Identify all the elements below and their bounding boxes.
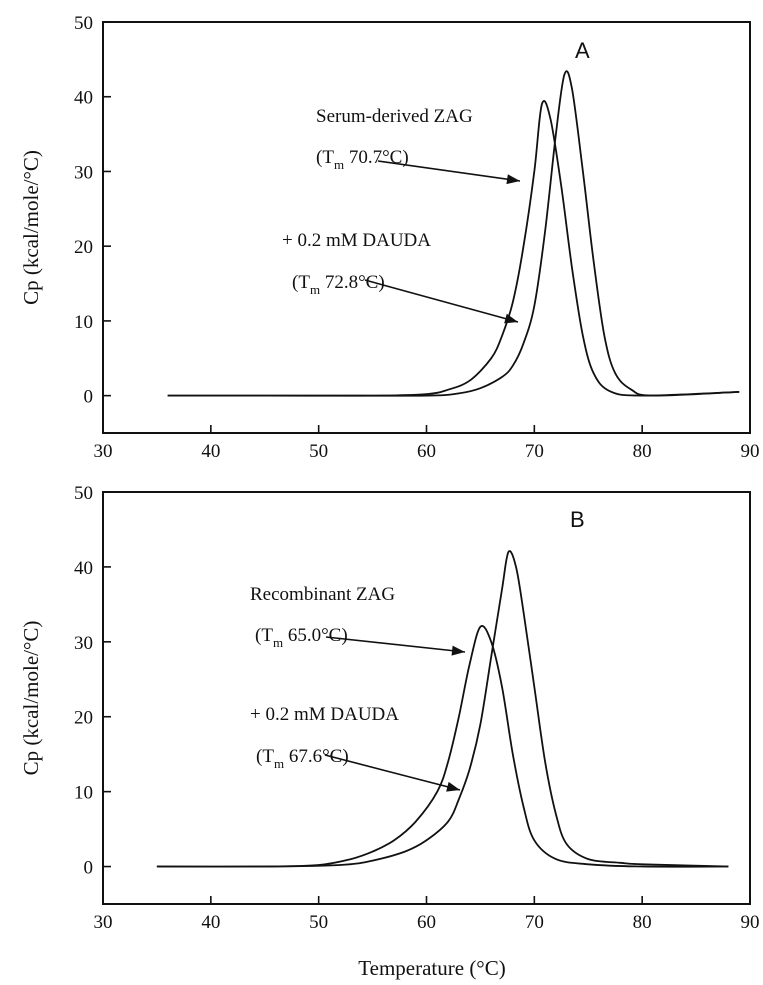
series-line-1 [156,625,729,868]
x-tick-label: 60 [417,912,436,933]
series-line-1 [167,100,740,397]
y-tick-label: 0 [84,858,94,879]
panel-letter: B [570,507,585,532]
panel-letter: A [575,38,590,63]
x-tick-label: 50 [309,912,328,933]
x-tick-label: 30 [94,441,113,462]
y-axis-label: Cp (kcal/mole/°C) [19,150,43,305]
y-tick-label: 0 [84,387,94,408]
series-tm-label-2: (Tm 72.8°C) [292,272,385,297]
series-tm-label-2: (Tm 67.6°C) [256,746,349,771]
annotation-arrow [325,636,466,653]
y-tick-label: 50 [74,483,93,504]
y-axis-label: Cp (kcal/mole/°C) [19,621,43,776]
x-tick-label: 80 [633,912,652,933]
y-tick-label: 50 [74,13,93,34]
y-tick-label: 30 [74,633,93,654]
panel-a: 30 40 50 60 70 80 90 0 10 20 30 40 50 Cp (kcal/mole/°… [19,13,760,462]
x-tick-label: 60 [417,441,436,462]
x-tick-label: 80 [633,441,652,462]
x-tick-label: 70 [525,912,544,933]
annotation-arrow [324,754,461,791]
series-tm-label-1: (Tm 65.0°C) [255,625,348,650]
annotation-arrow [364,279,519,323]
x-tick-label: 70 [525,441,544,462]
annotation-arrow [377,160,521,182]
series-line-2 [156,550,729,868]
arrow-head [506,174,520,185]
x-axis-label: Temperature (°C) [358,956,505,980]
series-label-2: + 0.2 mM DAUDA [282,230,431,251]
series-label-1: Recombinant ZAG [250,584,395,605]
arrow-head [446,781,460,792]
panel-b: 30 40 50 60 70 80 90 0 10 20 30 40 50 Cp (kcal/mole/°… [19,483,760,933]
x-tick-label: 40 [201,441,220,462]
x-tick-label: 30 [94,912,113,933]
series-label-2: + 0.2 mM DAUDA [250,704,399,725]
series-tm-label-1: (Tm 70.7°C) [316,147,409,172]
y-tick-label: 30 [74,162,93,183]
arrow-head [451,645,465,656]
y-tick-label: 10 [74,312,93,333]
y-tick-label: 20 [74,237,93,258]
y-tick-label: 10 [74,783,93,804]
x-tick-label: 50 [309,441,328,462]
y-tick-label: 40 [74,558,93,579]
x-tick-label: 90 [741,912,760,933]
x-tick-label: 90 [741,441,760,462]
plot-frame [102,21,751,434]
arrow-head [504,313,518,324]
series-line-2 [167,70,740,397]
y-tick-label: 20 [74,708,93,729]
x-tick-label: 40 [201,912,220,933]
y-tick-label: 40 [74,88,93,109]
series-label-1: Serum-derived ZAG [316,106,473,127]
plot-frame [102,491,751,905]
